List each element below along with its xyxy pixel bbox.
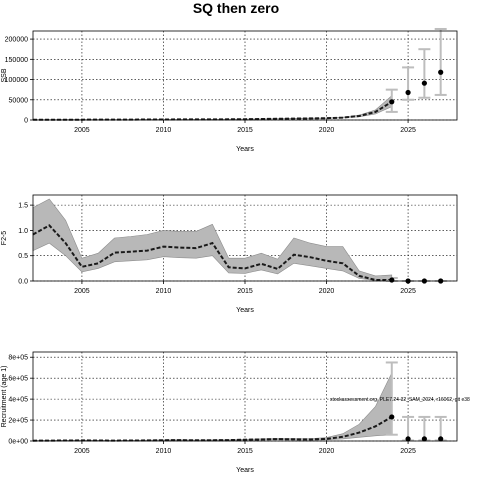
y-axis-label: SSB bbox=[1, 68, 8, 82]
x-axis-label: Years bbox=[236, 307, 254, 314]
x-tick-label: 2010 bbox=[156, 448, 172, 455]
forecast-errorbar bbox=[385, 361, 398, 436]
x-tick-label: 2005 bbox=[74, 288, 90, 295]
forecast-errorbar bbox=[418, 48, 431, 99]
x-tick-label: 2015 bbox=[237, 288, 253, 295]
y-tick-label: 150000 bbox=[5, 57, 28, 64]
y-axis-label: Recruitment (age 1) bbox=[1, 366, 8, 428]
y-tick-label: 1.0 bbox=[18, 228, 28, 235]
forecast-point bbox=[389, 277, 395, 283]
y-tick-label: 1.5 bbox=[18, 203, 28, 210]
x-tick-label: 2025 bbox=[400, 448, 416, 455]
x-axis-label: Years bbox=[236, 146, 254, 153]
panels: 2005 2010 2015 2020 2025 0 50000 100000 150000 20… bbox=[1, 27, 458, 474]
y-tick-label: 2e+05 bbox=[8, 418, 28, 425]
x-tick-label: 2020 bbox=[319, 288, 335, 295]
x-tick-label: 2015 bbox=[237, 127, 253, 134]
x-tick-label: 2020 bbox=[319, 127, 335, 134]
y-tick-label: 0.5 bbox=[18, 253, 28, 260]
plot-frame bbox=[32, 30, 458, 121]
x-tick-label: 2025 bbox=[400, 288, 416, 295]
x-tick-label: 2020 bbox=[319, 448, 335, 455]
y-tick-label: 0e+00 bbox=[8, 439, 28, 446]
y-tick-label: 6e+05 bbox=[8, 376, 28, 383]
x-tick-label: 2010 bbox=[156, 288, 172, 295]
chart-annotation: stockassessment.org, PLE7.24-32_SAM_2024… bbox=[330, 397, 470, 403]
y-tick-label: 0.0 bbox=[18, 279, 28, 286]
forecast-point bbox=[389, 414, 395, 420]
forecast-point bbox=[421, 80, 427, 86]
y-axis-label: F2-5 bbox=[1, 231, 8, 246]
chart-panel-1: 2005 2010 2015 2020 2025 0 50000 100000 150000 20… bbox=[1, 27, 458, 153]
forecast-point bbox=[405, 89, 411, 96]
estimate-line bbox=[32, 224, 392, 281]
x-tick-label: 2010 bbox=[156, 127, 172, 134]
y-tick-label: 8e+05 bbox=[8, 355, 28, 362]
forecast-point bbox=[438, 69, 444, 75]
x-tick-label: 2005 bbox=[74, 127, 90, 134]
forecast-point bbox=[421, 436, 427, 442]
estimate-line bbox=[33, 100, 393, 121]
y-tick-label: 200000 bbox=[5, 37, 28, 44]
x-axis-label: Years bbox=[236, 467, 254, 474]
y-tick-label: 0 bbox=[24, 118, 28, 125]
confidence-band bbox=[32, 198, 393, 281]
chart-panel-3: 2005 2010 2015 2020 2025 0e+00 2e+05 4e+05 6e+05… bbox=[1, 351, 458, 474]
forecast-point bbox=[438, 436, 444, 442]
forecast-point bbox=[389, 99, 395, 105]
chart-title: SQ then zero bbox=[193, 0, 279, 16]
y-tick-label: 50000 bbox=[9, 97, 29, 104]
y-tick-label: 4e+05 bbox=[8, 397, 28, 404]
forecast-point bbox=[405, 436, 411, 442]
x-tick-label: 2025 bbox=[400, 127, 416, 134]
confidence-band bbox=[32, 95, 393, 121]
confidence-band bbox=[32, 372, 393, 442]
x-tick-label: 2005 bbox=[74, 448, 90, 455]
x-tick-label: 2015 bbox=[237, 448, 253, 455]
y-tick-label: 100000 bbox=[5, 77, 28, 84]
chart-panel-2: 2005 2010 2015 2020 2025 0.0 0.5 1.0 1.5 Years F2-… bbox=[1, 194, 458, 314]
forecast-errorbar bbox=[434, 27, 447, 96]
